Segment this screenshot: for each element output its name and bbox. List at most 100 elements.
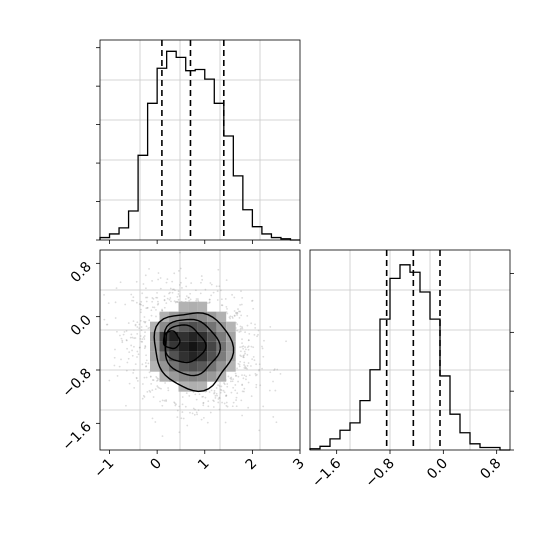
scatter-point <box>155 296 158 299</box>
histogram-y-panel: −1.6 −0.8 0.0 0.8 <box>309 249 514 491</box>
scatter-point <box>151 389 154 392</box>
scatter-point <box>215 285 218 288</box>
x-tick-label: 1 <box>195 456 213 474</box>
scatter-point <box>216 290 219 293</box>
scatter-point <box>223 382 225 384</box>
scatter-point <box>148 389 151 392</box>
scatter-point <box>160 387 162 390</box>
scatter-point <box>269 371 272 374</box>
scatter-point <box>218 408 221 411</box>
density-cell <box>178 301 189 312</box>
scatter-points <box>103 251 287 438</box>
density-cell <box>226 341 236 352</box>
scatter-point <box>179 267 182 270</box>
scatter-point <box>140 311 142 314</box>
scatter-point <box>214 394 217 397</box>
scatter-point <box>243 367 246 369</box>
scatter-point <box>235 312 238 315</box>
scatter-point <box>179 251 181 254</box>
scatter-point <box>155 376 158 378</box>
scatter-point <box>103 318 106 321</box>
joint-content <box>103 251 287 438</box>
density-cell <box>188 341 198 352</box>
scatter-point <box>243 387 246 390</box>
y-tick-label: −1.6 <box>59 419 94 454</box>
scatter-point <box>146 307 149 309</box>
scatter-point <box>216 394 218 397</box>
density-cell <box>207 321 217 332</box>
scatter-point <box>145 325 148 328</box>
density-cell <box>150 351 160 362</box>
scatter-point <box>171 288 174 291</box>
scatter-point <box>161 399 164 402</box>
scatter-point <box>247 345 250 348</box>
scatter-point <box>256 335 258 338</box>
scatter-point <box>129 336 132 339</box>
scatter-point <box>250 365 252 367</box>
scatter-point <box>215 392 218 395</box>
scatter-point <box>130 293 133 296</box>
scatter-point <box>143 316 146 318</box>
scatter-point <box>241 414 244 417</box>
scatter-point <box>241 296 244 299</box>
scatter-point <box>138 327 141 330</box>
x-tick-label: 0.8 <box>477 456 504 483</box>
scatter-point <box>202 395 204 398</box>
scatter-point <box>223 402 226 405</box>
density-cell <box>188 371 198 382</box>
scatter-point <box>133 386 136 389</box>
scatter-point <box>145 300 148 303</box>
scatter-point <box>185 392 188 395</box>
contour-line <box>164 324 207 364</box>
scatter-point <box>133 345 135 348</box>
panel-frame <box>309 249 511 451</box>
scatter-point <box>241 384 244 387</box>
scatter-point <box>131 354 134 357</box>
scatter-point <box>195 299 198 302</box>
panel-frame <box>99 249 301 451</box>
scatter-point <box>148 268 150 270</box>
scatter-point <box>113 356 116 359</box>
scatter-point <box>188 296 190 299</box>
scatter-point <box>279 372 282 375</box>
scatter-point <box>142 394 145 397</box>
scatter-point <box>222 389 225 392</box>
scatter-point <box>229 377 232 380</box>
scatter-point <box>235 374 238 377</box>
scatter-point <box>131 349 133 352</box>
scatter-point <box>232 386 235 389</box>
y-tick-label: 0.8 <box>68 259 95 286</box>
scatter-point <box>132 369 135 371</box>
scatter-point <box>229 317 231 320</box>
density-cell <box>169 341 179 352</box>
scatter-point <box>206 421 209 424</box>
scatter-point <box>144 320 147 323</box>
scatter-point <box>233 296 236 299</box>
scatter-point <box>148 319 151 322</box>
scatter-point <box>208 298 211 301</box>
scatter-point <box>261 347 264 350</box>
density-cell <box>178 311 189 322</box>
density-cell <box>159 361 170 372</box>
scatter-point <box>220 298 223 301</box>
scatter-point <box>254 327 257 329</box>
scatter-point <box>243 374 246 377</box>
scatter-point <box>243 356 245 359</box>
density-cell <box>159 351 170 362</box>
density-cell <box>197 311 208 322</box>
density-cell <box>159 371 170 382</box>
scatter-point <box>120 337 123 340</box>
scatter-point <box>238 365 241 368</box>
scatter-point <box>189 298 192 301</box>
scatter-point <box>201 278 204 281</box>
scatter-point <box>135 301 138 304</box>
joint-density-panel: −1 0 1 2 3 −1.6 −0.8 0.0 0.8 <box>59 249 308 481</box>
scatter-point <box>253 333 256 336</box>
scatter-point <box>157 377 160 380</box>
scatter-point <box>174 289 176 292</box>
scatter-point <box>176 296 179 298</box>
scatter-point <box>181 403 184 406</box>
scatter-point <box>239 360 242 363</box>
scatter-point <box>157 278 160 281</box>
scatter-point <box>166 278 169 281</box>
